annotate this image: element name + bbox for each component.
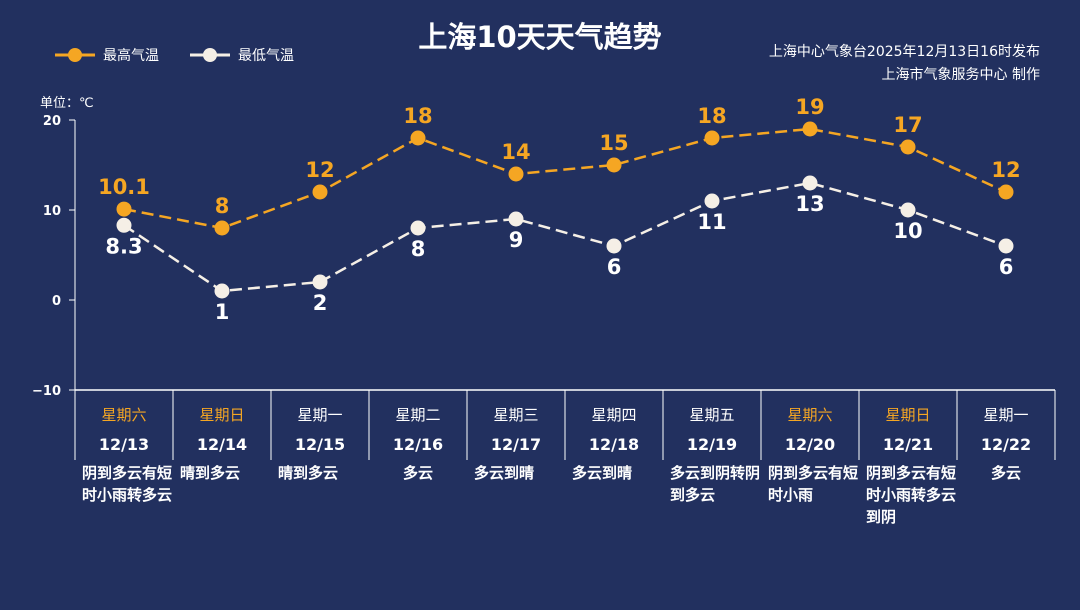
chart-title: 上海10天天气趋势 (418, 20, 662, 54)
legend-high-label: 最高气温 (103, 48, 159, 64)
weekday-label: 星期六 (101, 406, 146, 424)
data-point-high (116, 201, 132, 217)
y-axis-unit: 单位：℃ (40, 96, 94, 111)
data-point-high (802, 121, 818, 137)
data-label-high: 12 (305, 158, 334, 182)
data-label-low: 8.3 (105, 234, 142, 258)
date-label: 12/14 (197, 435, 247, 454)
weekday-label: 星期三 (493, 406, 538, 424)
date-label: 12/21 (883, 435, 933, 454)
y-tick-label: 10 (43, 204, 61, 219)
data-label-high: 10.1 (98, 175, 150, 199)
weather-description: 晴到多云 (278, 464, 339, 482)
data-label-high: 15 (599, 131, 628, 155)
data-point-low (312, 274, 328, 290)
data-label-low: 8 (411, 237, 426, 261)
series-line-low (123, 181, 1007, 293)
y-tick-label: −10 (32, 384, 61, 399)
data-label-low: 2 (313, 291, 328, 315)
weekday-label: 星期二 (395, 406, 440, 424)
weather-description: 多云到晴 (474, 464, 535, 482)
data-label-high: 18 (697, 104, 726, 128)
date-label: 12/22 (981, 435, 1031, 454)
data-label-low: 6 (999, 255, 1014, 279)
weekday-label: 星期日 (199, 406, 244, 424)
date-label: 12/17 (491, 435, 541, 454)
legend-high: 最高气温 (55, 45, 159, 65)
legend-low: 最低气温 (190, 45, 294, 65)
source-line-2: 上海市气象服务中心 制作 (881, 67, 1040, 83)
legend-high-marker (55, 48, 95, 62)
data-point-high (214, 220, 230, 236)
date-label: 12/20 (785, 435, 835, 454)
series-line-high (123, 127, 1007, 230)
weekday-label: 星期五 (689, 406, 734, 424)
data-point-low (508, 211, 524, 227)
data-point-high (508, 166, 524, 182)
data-point-high (312, 184, 328, 200)
data-label-high: 19 (795, 95, 824, 119)
data-label-high: 8 (215, 194, 230, 218)
weather-description: 多云 (990, 464, 1021, 482)
data-point-high (998, 184, 1014, 200)
weekday-label: 星期一 (983, 406, 1028, 424)
data-label-high: 12 (991, 158, 1020, 182)
data-label-high: 18 (403, 104, 432, 128)
data-point-low (214, 283, 230, 299)
data-label-low: 10 (893, 219, 922, 243)
weekday-label: 星期四 (591, 406, 636, 424)
data-point-low (704, 193, 720, 209)
data-point-low (410, 220, 426, 236)
weekday-label: 星期六 (787, 406, 832, 424)
data-point-high (900, 139, 916, 155)
weather-description: 多云到晴 (572, 464, 633, 482)
y-tick-label: 0 (52, 294, 61, 309)
weather-description: 阴到多云有短时小雨 (768, 464, 859, 504)
source-line-1: 上海中心气象台2025年12月13日16时发布 (768, 44, 1040, 60)
legend-low-label: 最低气温 (238, 48, 294, 64)
date-label: 12/13 (99, 435, 149, 454)
data-point-low (606, 238, 622, 254)
legend-low-marker (190, 48, 230, 62)
date-label: 12/18 (589, 435, 639, 454)
data-point-high (410, 130, 426, 146)
weather-description: 阴到多云有短时小雨转多云 (82, 464, 173, 504)
weather-description: 晴到多云 (180, 464, 241, 482)
date-label: 12/15 (295, 435, 345, 454)
data-label-high: 17 (893, 113, 922, 137)
weather-description: 多云到阴转阴到多云 (670, 464, 761, 504)
data-label-low: 9 (509, 228, 524, 252)
date-label: 12/19 (687, 435, 737, 454)
data-label-low: 1 (215, 300, 230, 324)
data-point-low (116, 217, 132, 233)
data-point-high (606, 157, 622, 173)
date-label: 12/16 (393, 435, 443, 454)
data-label-high: 14 (501, 140, 530, 164)
weekday-label: 星期一 (297, 406, 342, 424)
data-label-low: 11 (697, 210, 726, 234)
data-label-low: 13 (795, 192, 824, 216)
data-label-low: 6 (607, 255, 622, 279)
data-point-low (802, 175, 818, 191)
data-point-high (704, 130, 720, 146)
data-point-low (900, 202, 916, 218)
weekday-label: 星期日 (885, 406, 930, 424)
y-tick-label: 20 (43, 114, 61, 129)
weather-description: 多云 (402, 464, 433, 482)
data-point-low (998, 238, 1014, 254)
weather-description: 阴到多云有短时小雨转多云到阴 (866, 464, 957, 526)
